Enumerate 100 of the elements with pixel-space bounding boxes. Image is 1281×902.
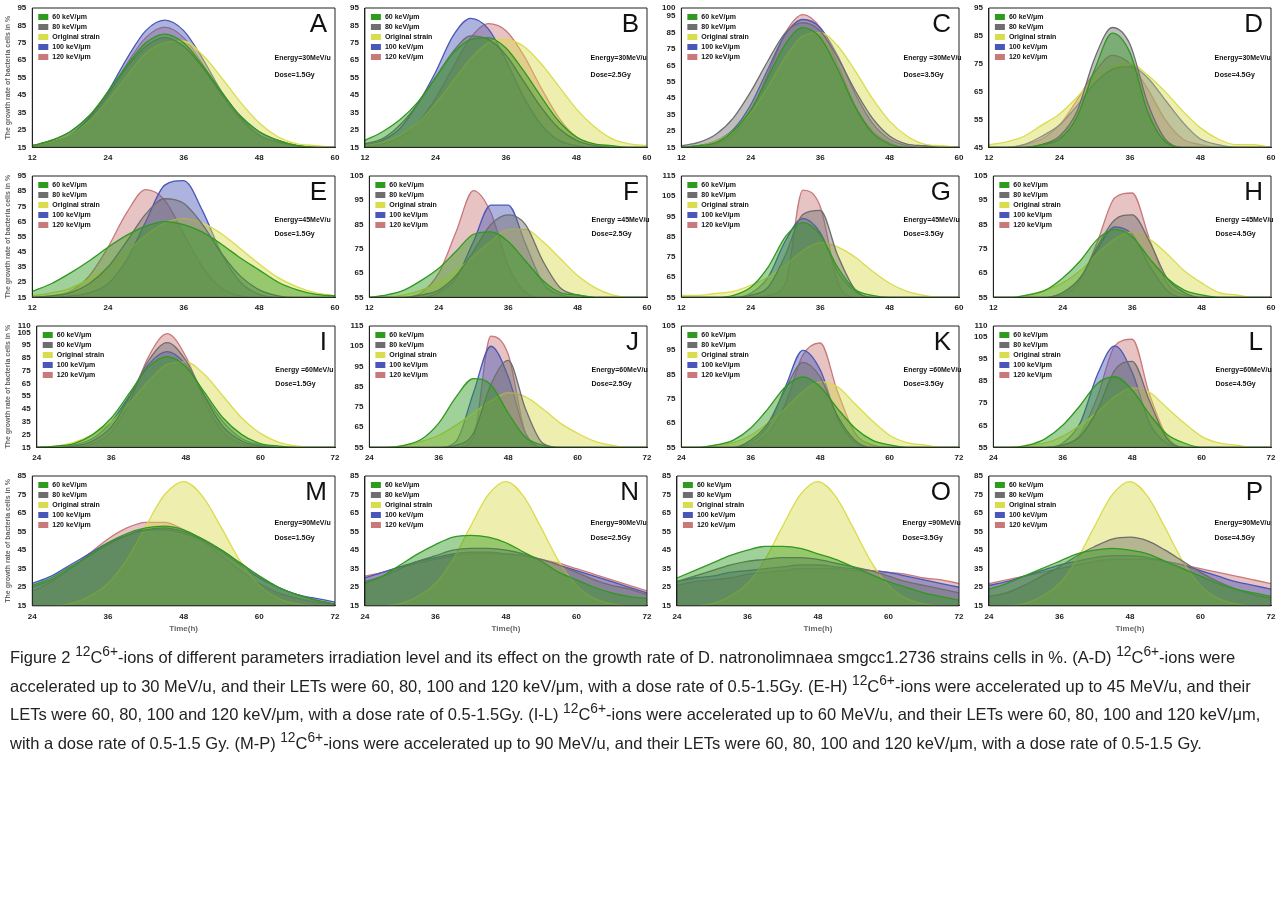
x-tick-label: 48 — [572, 153, 582, 163]
y-tick-label: 95 — [17, 3, 27, 13]
y-tick-label: 55 — [978, 442, 988, 452]
y-tick-label: 85 — [978, 376, 988, 386]
x-tick-label: 72 — [330, 611, 340, 621]
y-tick-label: 45 — [349, 545, 360, 555]
x-tick-label: 60 — [884, 611, 894, 621]
x-tick-label: 24 — [27, 611, 38, 621]
x-tick-label: 48 — [1196, 153, 1206, 163]
y-tick-label: 75 — [666, 394, 676, 404]
x-tick-label: 12 — [676, 303, 687, 313]
x-tick-label: 72 — [642, 611, 652, 621]
y-tick-label: 105 — [349, 341, 364, 351]
y-tick-label: 95 — [973, 3, 984, 13]
y-tick-label: 75 — [21, 365, 32, 375]
x-tick-label: 12 — [676, 153, 687, 163]
x-tick-label: 60 — [885, 453, 895, 463]
x-tick-label: 36 — [815, 303, 826, 313]
y-tick-label: 95 — [666, 345, 676, 355]
x-axis-title: Time(h) — [1115, 624, 1145, 634]
x-tick-label: 60 — [573, 453, 583, 463]
x-tick-label: 24 — [364, 453, 375, 463]
y-tick-label: 25 — [17, 582, 27, 592]
annotation: D — [1244, 8, 1263, 39]
y-tick-label: 35 — [973, 563, 984, 573]
y-tick-label: 15 — [17, 292, 27, 302]
y-tick-label: 55 — [349, 526, 360, 536]
x-tick-label: 48 — [813, 611, 823, 621]
annotation: K — [933, 326, 952, 357]
x-tick-label: 60 — [1266, 153, 1276, 163]
y-tick-label: 65 — [978, 420, 988, 430]
y-tick-label: 75 — [354, 244, 364, 254]
y-tick-label: 75 — [17, 38, 27, 48]
y-tick-label: 100 — [661, 3, 676, 13]
x-tick-label: 48 — [885, 303, 895, 313]
y-tick-label: 65 — [973, 86, 984, 96]
x-tick-label: 48 — [501, 611, 511, 621]
x-tick-label: 24 — [103, 153, 113, 163]
x-tick-label: 48 — [1125, 611, 1135, 621]
x-tick-label: 24 — [434, 303, 444, 313]
y-tick-label: 55 — [973, 114, 984, 124]
x-tick-label: 48 — [573, 303, 583, 313]
y-tick-label: 95 — [21, 340, 32, 350]
y-tick-label: 75 — [978, 398, 988, 408]
y-tick-label: 35 — [17, 563, 27, 573]
x-tick-label: 72 — [1266, 611, 1276, 621]
y-tick-label: 35 — [661, 563, 672, 573]
x-tick-label: 36 — [1058, 453, 1068, 463]
y-tick-label: 55 — [354, 292, 364, 302]
y-tick-label: 115 — [662, 171, 676, 181]
x-tick-label: 36 — [106, 453, 117, 463]
y-tick-label: 65 — [349, 508, 360, 518]
x-tick-label: 60 — [1196, 611, 1206, 621]
annotation: E — [309, 176, 327, 207]
text: Figure 2 $^{12}$C$^{6+}$-ions of different parameters irradiation level and its effect on the growth rate of D. natronolimnaea smgcc1.2736 strains cells in %. (A-D) $^{12}$C$^{6+}$-ions were accelerated up to 30 MeV/u, and their LETs were 60, 80, 100 and 120 keV/μm, with a dose rate of 0.5-1.5Gy. (E-H) $^{12}$C$^{6+}$-ions were accelerated up to 45 MeV/u, and their LETs were 60, 80, 100 and 120 keV/μm, with a dose rate of 0.5-1.5Gy. (I-L) $^{12}$C$^{6+}$-ions were accelerated up to 60 MeV/u, and their LETs were 60, 80, 100 and 120 keV/μm, with a dose rate of 0.5-1.5 Gy. (M-P) $^{12}$C$^{6+}$-ions were accelerated up to 90 MeV/u, and their LETs were 60, 80, 100 and 120 keV/μm, with a dose rate of 0.5-1.5 Gy. — [10, 644, 1261, 751]
x-tick-label: 60 — [642, 303, 652, 313]
annotation: F — [623, 176, 639, 207]
y-tick-label: 85 — [349, 20, 360, 30]
y-tick-label: 105 — [17, 327, 32, 337]
x-tick-label: 48 — [503, 453, 514, 463]
y-tick-label: 85 — [21, 353, 32, 363]
y-tick-label: 65 — [978, 268, 988, 278]
y-tick-label: 25 — [661, 582, 672, 592]
x-tick-label: 36 — [430, 611, 441, 621]
y-tick-label: 85 — [17, 186, 27, 196]
x-tick-label: 60 — [954, 303, 964, 313]
y-tick-label: 55 — [666, 292, 676, 302]
y-tick-label: 65 — [17, 216, 27, 226]
annotation: B — [621, 8, 639, 39]
x-tick-label: 36 — [179, 153, 189, 163]
y-tick-label: 35 — [17, 262, 27, 272]
annotation: I — [319, 326, 327, 357]
x-tick-label: 48 — [1127, 453, 1138, 463]
x-tick-label: 60 — [330, 303, 340, 313]
y-tick-label: 25 — [349, 125, 360, 135]
y-tick-label: 25 — [17, 277, 27, 287]
y-tick-label: 85 — [661, 471, 672, 481]
y-tick-label: 25 — [17, 125, 27, 135]
y-tick-label: 15 — [349, 601, 360, 610]
x-tick-label: 60 — [1197, 453, 1207, 463]
x-tick-label: 24 — [430, 153, 441, 163]
y-tick-label: 75 — [354, 402, 364, 412]
y-tick-label: 95 — [978, 354, 988, 364]
x-tick-label: 72 — [1266, 453, 1276, 463]
x-tick-label: 36 — [179, 303, 189, 313]
x-tick-label: 36 — [1054, 611, 1065, 621]
y-tick-label: 15 — [973, 601, 984, 610]
y-tick-label: 85 — [973, 31, 984, 41]
y-tick-label: 105 — [661, 191, 676, 201]
y-tick-label: 95 — [349, 3, 360, 13]
y-tick-label: 35 — [17, 107, 27, 117]
x-axis-title: Time(h) — [803, 624, 833, 634]
y-tick-label: 75 — [17, 201, 27, 211]
y-tick-label: 75 — [978, 244, 988, 254]
x-tick-label: 12 — [364, 303, 375, 313]
y-tick-label: 85 — [354, 219, 364, 229]
y-tick-label: 55 — [354, 442, 364, 452]
y-tick-label: 55 — [978, 292, 988, 302]
y-tick-label: 105 — [349, 171, 364, 181]
x-tick-label: 72 — [330, 453, 340, 463]
